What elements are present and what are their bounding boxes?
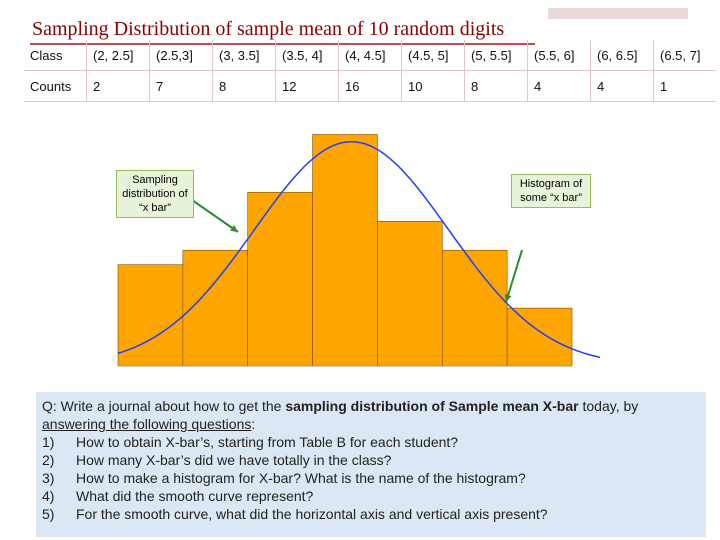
intro-underline: answering the following questions [42,416,252,432]
table-cell: 8 [212,70,276,102]
arrow-to-curve [191,199,239,233]
table-cell: 8 [464,70,528,102]
table-cell: (3.5, 4] [275,40,339,71]
item-text: How to make a histogram for X-bar? What … [76,470,526,486]
frequency-table: Class (2, 2.5] (2.5,3] (3, 3.5] (3.5, 4]… [24,40,716,102]
callout-text: Histogram of some “x bar” [519,178,583,204]
intro-text-mid: today, by [578,398,639,414]
table-cell: (4, 4.5] [338,40,402,71]
histogram-bar [441,249,508,367]
class-row: Class (2, 2.5] (2.5,3] (3, 3.5] (3.5, 4]… [24,40,716,71]
question-intro: Q: Write a journal about how to get the … [42,397,700,433]
callout-text: Sampling distribution of “x bar” [122,174,188,214]
table-cell: 12 [275,70,339,102]
list-item: 5) For the smooth curve, what did the hor… [42,505,700,523]
callout-histogram: Histogram of some “x bar” [511,174,591,208]
journal-question-box: Q: Write a journal about how to get the … [36,392,706,537]
arrow-layer [191,199,523,303]
item-number: 2) [42,452,55,468]
table-cell: Class [24,40,87,71]
item-text: For the smooth curve, what did the horiz… [76,506,548,522]
slide-title: Sampling Distribution of sample mean of … [32,18,505,40]
arrow-shaft [191,199,239,233]
table-cell: (4.5, 5] [401,40,465,71]
arrow-head [504,294,512,302]
title-accent-bar [548,8,688,19]
item-number: 1) [42,434,55,450]
callout-sampling-distribution: Sampling distribution of “x bar” [116,170,194,218]
intro-text-end: : [251,416,256,432]
arrow-to-bar [504,249,523,303]
table-cell: 16 [338,70,402,102]
table-cell: (6, 6.5] [590,40,654,71]
histogram-chart [80,100,605,395]
table-cell: (6.5, 7] [653,40,716,71]
histogram-bar [377,220,443,367]
counts-row: Counts 2 7 8 12 16 10 8 4 4 1 [24,70,716,102]
item-text: What did the smooth curve represent? [76,488,314,504]
table-cell: (2.5,3] [149,40,213,71]
table-cell: (3, 3.5] [212,40,276,71]
list-item: 4) What did the smooth curve represent? [42,487,700,505]
table-cell: 4 [527,70,591,102]
histogram-bar [312,134,378,367]
list-item: 3) How to make a histogram for X-bar? Wha… [42,469,700,487]
item-number: 3) [42,470,55,486]
table-cell: 4 [590,70,654,102]
table-cell: Counts [24,70,87,102]
normal-curve [117,140,605,360]
histogram-bar [182,249,249,367]
intro-text: Q: Write a journal about how to get the [42,398,286,414]
bars-layer [117,134,573,367]
table-cell: 1 [653,70,716,102]
table-cell: 2 [86,70,150,102]
histogram-bar [247,192,313,367]
item-text: How to obtain X-bar’s, starting from Tab… [76,434,459,450]
list-item: 1) How to obtain X-bar’s, starting from T… [42,433,700,451]
table-cell: (2, 2.5] [86,40,150,71]
list-item: 2) How many X-bar’s did we have totally i… [42,451,700,469]
question-list: 1) How to obtain X-bar’s, starting from T… [42,433,700,523]
histogram-bar [506,307,573,367]
table-cell: 7 [149,70,213,102]
item-number: 5) [42,506,55,522]
intro-bold: sampling distribution of Sample mean X-b… [285,398,579,414]
arrow-shaft [505,249,523,303]
table-cell: 10 [401,70,465,102]
item-number: 4) [42,488,55,504]
table-cell: (5.5, 6] [527,40,591,71]
item-text: How many X-bar’s did we have totally in … [76,452,392,468]
histogram-svg [117,134,605,367]
table-cell: (5, 5.5] [464,40,528,71]
arrow-head [230,225,238,232]
